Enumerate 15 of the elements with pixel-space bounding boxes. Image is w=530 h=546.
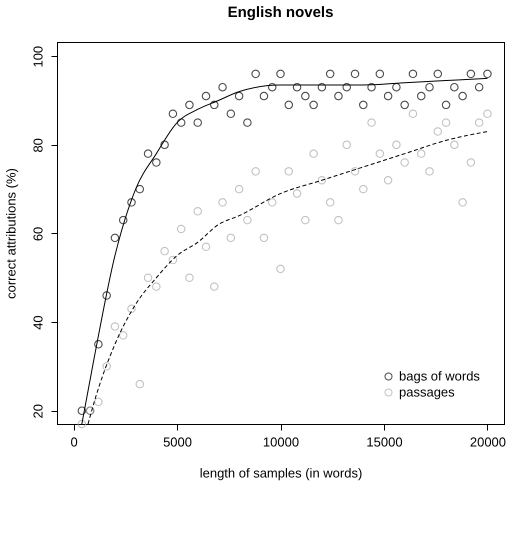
y-axis-title: correct attributions (%) (4, 168, 18, 299)
x-tick-label: 0 (70, 434, 78, 450)
y-tick-label: 100 (30, 46, 46, 68)
x-tick-label: 5000 (163, 434, 192, 450)
x-tick-label: 20000 (470, 434, 506, 450)
y-tick-label: 60 (30, 226, 46, 242)
x-tick-label: 15000 (366, 434, 403, 450)
legend-label: bags of words (399, 368, 480, 384)
y-tick-label: 20 (30, 404, 46, 418)
x-axis-title: length of samples (in words) (200, 466, 362, 480)
legend-label: passages (399, 384, 456, 400)
y-tick-label: 80 (30, 138, 46, 153)
y-tick-label: 40 (30, 315, 46, 330)
chart-title: English novels (228, 4, 334, 21)
x-tick-label: 10000 (262, 434, 300, 450)
